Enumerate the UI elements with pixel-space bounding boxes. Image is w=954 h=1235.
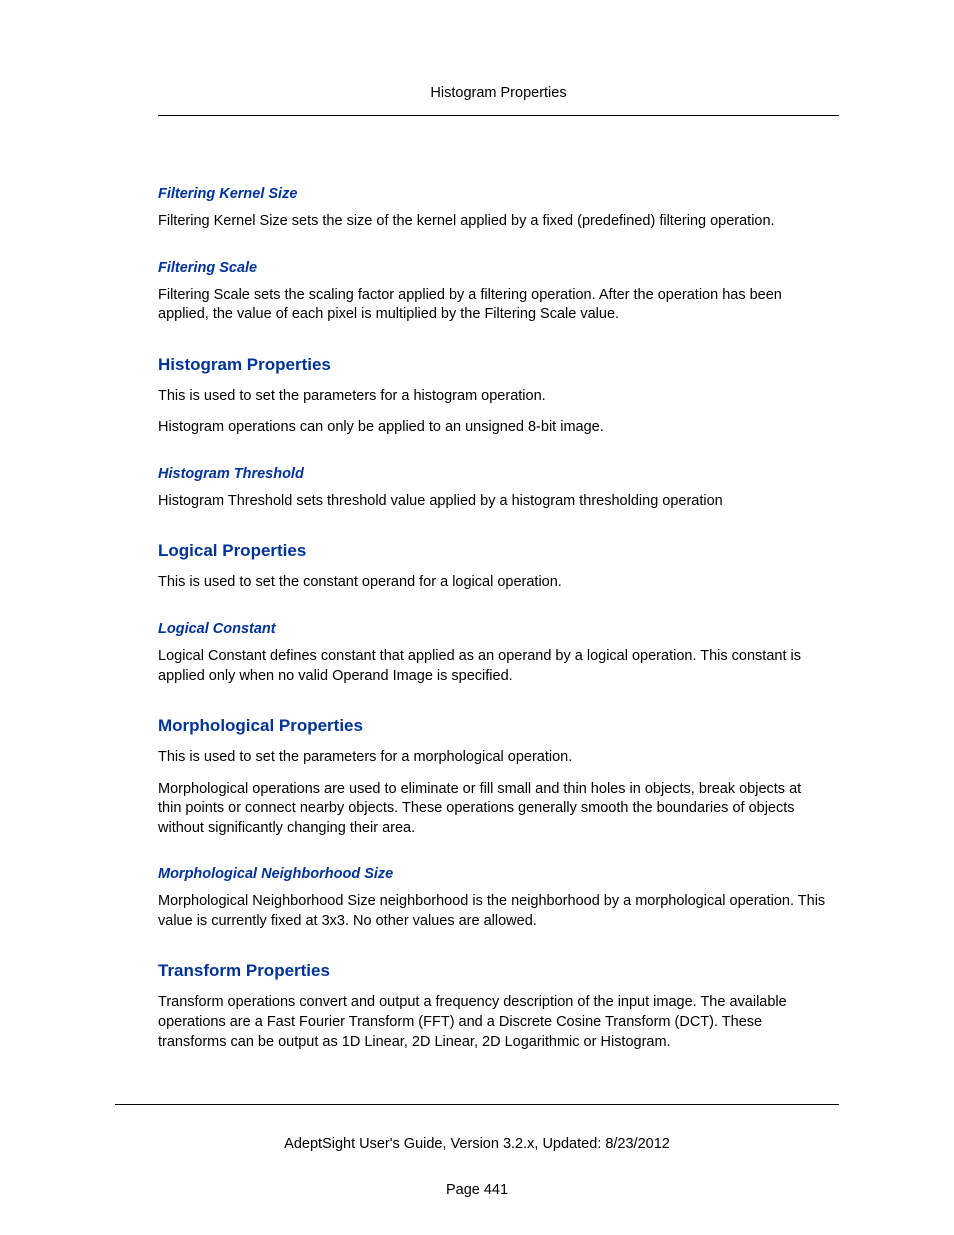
content-area: Filtering Kernel Size Filtering Kernel S… [158,186,828,1052]
section-heading-transform-properties: Transform Properties [158,961,828,981]
footer-guide-info: AdeptSight User's Guide, Version 3.2.x, … [0,1136,954,1152]
body-morphological-neighborhood-size: Morphological Neighborhood Size neighbor… [158,892,828,931]
section-heading-morphological-properties: Morphological Properties [158,716,828,736]
footer-page-number: Page 441 [0,1182,954,1198]
sub-heading-filtering-scale: Filtering Scale [158,260,828,276]
sub-heading-logical-constant: Logical Constant [158,621,828,637]
page-header-title: Histogram Properties [158,85,839,101]
sub-heading-filtering-kernel-size: Filtering Kernel Size [158,186,828,202]
body-transform-properties: Transform operations convert and output … [158,993,828,1052]
body-logical-properties: This is used to set the constant operand… [158,573,828,593]
body-histogram-properties-2: Histogram operations can only be applied… [158,418,828,438]
section-heading-histogram-properties: Histogram Properties [158,355,828,375]
section-heading-logical-properties: Logical Properties [158,541,828,561]
document-page: Histogram Properties Filtering Kernel Si… [0,0,954,1235]
sub-heading-histogram-threshold: Histogram Threshold [158,466,828,482]
body-filtering-kernel-size: Filtering Kernel Size sets the size of t… [158,212,828,232]
footer-divider [115,1104,839,1105]
body-filtering-scale: Filtering Scale sets the scaling factor … [158,286,828,325]
body-histogram-properties-1: This is used to set the parameters for a… [158,387,828,407]
sub-heading-morphological-neighborhood-size: Morphological Neighborhood Size [158,866,828,882]
body-morphological-properties-2: Morphological operations are used to eli… [158,780,828,839]
body-logical-constant: Logical Constant defines constant that a… [158,647,828,686]
body-histogram-threshold: Histogram Threshold sets threshold value… [158,492,828,512]
header-divider [158,115,839,116]
body-morphological-properties-1: This is used to set the parameters for a… [158,748,828,768]
